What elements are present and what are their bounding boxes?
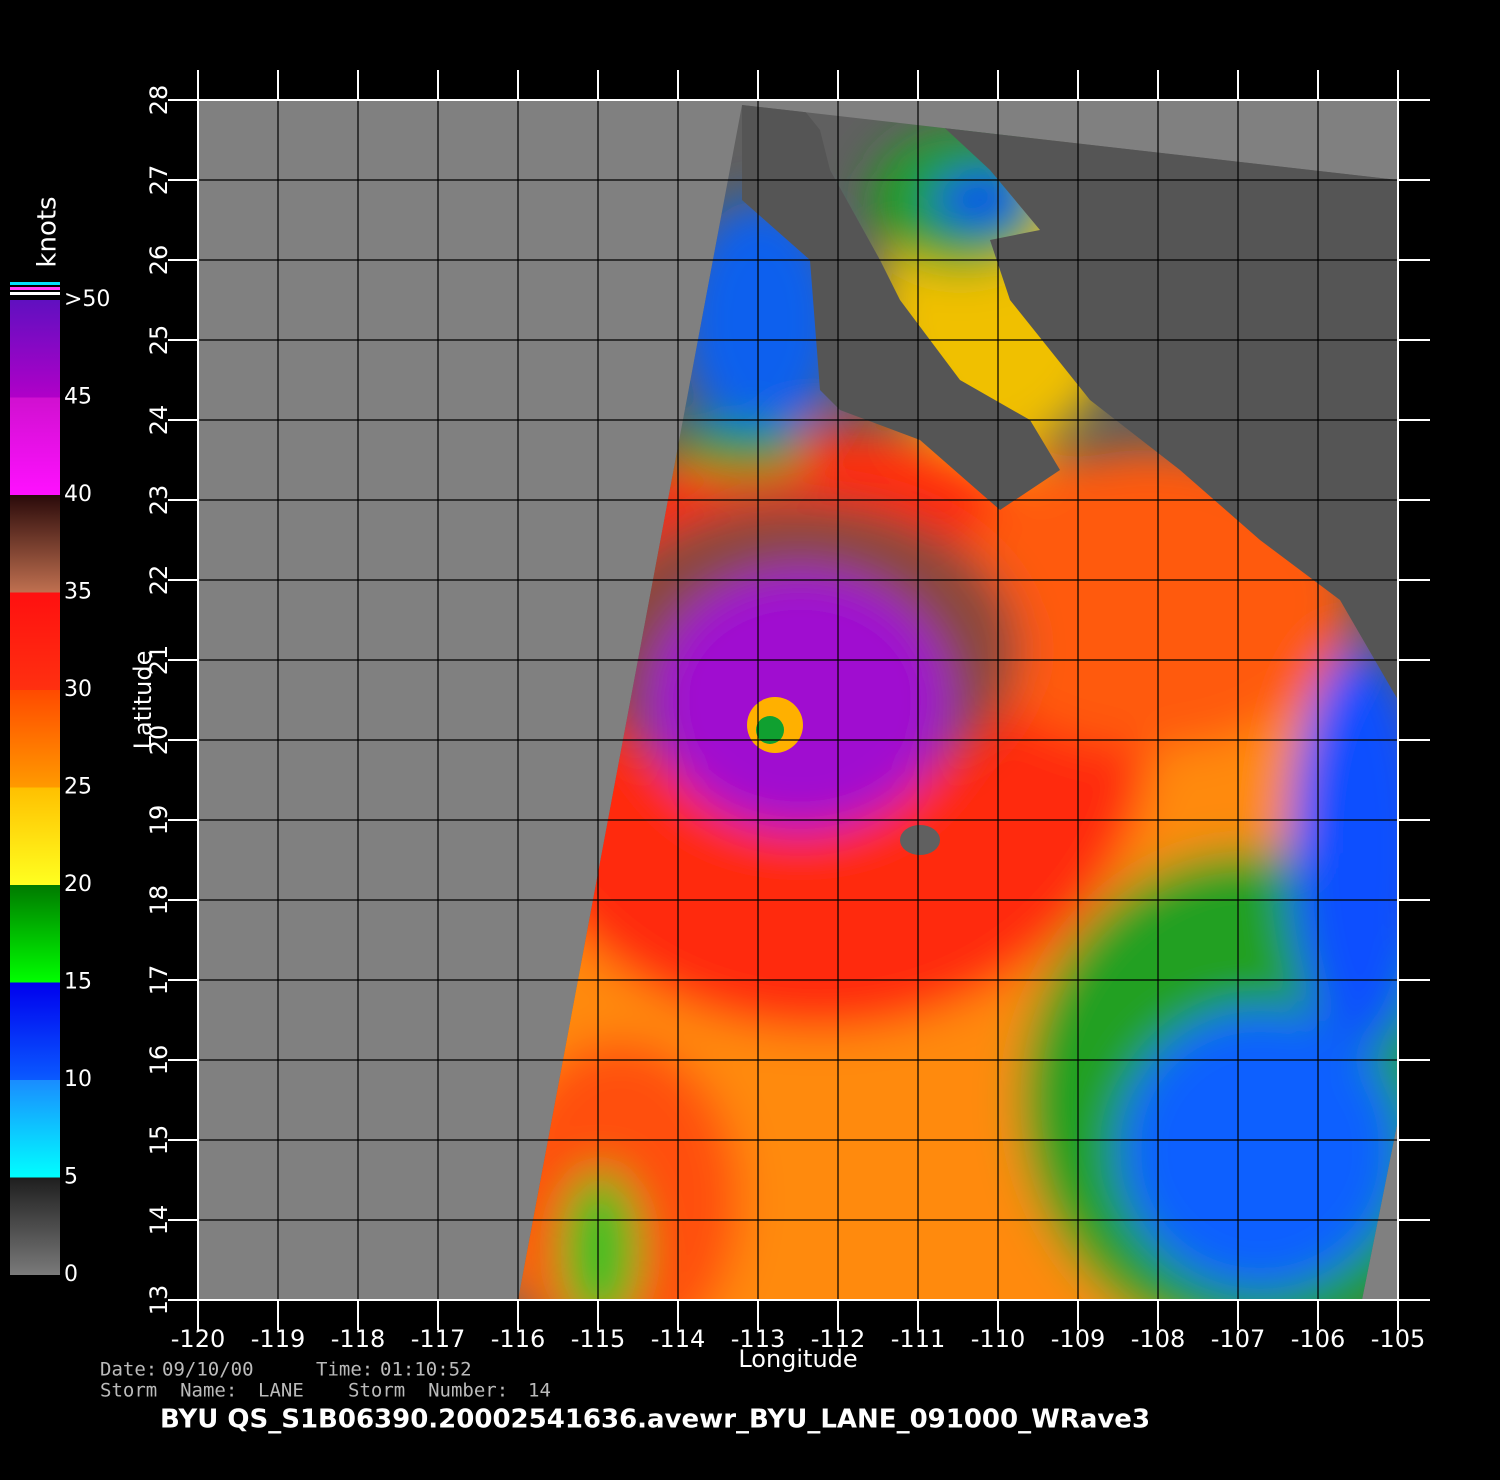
y-axis-label: Latitude xyxy=(129,651,157,750)
y-tick-label: 25 xyxy=(145,325,173,356)
storm-number-label: Storm Number: xyxy=(348,1380,508,1402)
x-tick-label: -113 xyxy=(731,1325,785,1353)
y-tick-label: 13 xyxy=(145,1285,173,1316)
x-tick-label: -108 xyxy=(1131,1325,1185,1353)
plot-frame xyxy=(197,99,1399,1301)
colorbar-segment xyxy=(10,592,60,690)
time-label: Time: xyxy=(316,1359,373,1381)
colorbar-tick-label: 0 xyxy=(64,1262,78,1287)
colorbar-tick-label: 20 xyxy=(64,872,92,897)
y-tick-label: 20 xyxy=(145,725,173,756)
y-tick-label: 26 xyxy=(145,245,173,276)
x-tick-label: -114 xyxy=(651,1325,705,1353)
colorbar-tick-label: 45 xyxy=(64,385,92,410)
colorbar-segment xyxy=(10,1080,60,1178)
colorbar-title: knots xyxy=(33,196,63,267)
x-tick-label: -107 xyxy=(1211,1325,1265,1353)
colorbar-segment xyxy=(10,982,60,1080)
colorbar-tick-label: 30 xyxy=(64,677,92,702)
storm-number: 14 xyxy=(528,1380,551,1402)
colorbar-tick-label: 35 xyxy=(64,580,92,605)
date: 09/10/00 xyxy=(162,1359,254,1381)
colorbar-segment xyxy=(10,397,60,495)
x-tick-label: -119 xyxy=(251,1325,305,1353)
x-tick-label: -117 xyxy=(411,1325,465,1353)
colorbar-segment xyxy=(10,300,60,398)
colorbar-tick-label: 15 xyxy=(64,970,92,995)
x-tick-label: -120 xyxy=(171,1325,225,1353)
axes: -120 -119 -118 -117 -116 -115 -114 -113 -112 -111… xyxy=(145,70,1430,1353)
x-tick-label: -105 xyxy=(1371,1325,1425,1353)
time: 01:10:52 xyxy=(380,1359,472,1381)
x-tick-label: -109 xyxy=(1051,1325,1105,1353)
colorbar-cap xyxy=(10,287,60,290)
colorbar-segment xyxy=(10,787,60,885)
product-title: BYU QS_S1B06390.20002541636.avewr_BYU_LA… xyxy=(160,1405,1150,1435)
x-tick-label: -112 xyxy=(811,1325,865,1353)
y-tick-label: 18 xyxy=(145,885,173,916)
colorbar-cap xyxy=(10,282,60,285)
colorbar-tick-label: 5 xyxy=(64,1165,78,1190)
colorbar-segment xyxy=(10,885,60,983)
colorbar-segment xyxy=(10,690,60,788)
colorbar-tick-label: >50 xyxy=(64,287,110,312)
colorbar-segment xyxy=(10,495,60,593)
x-tick-label: -118 xyxy=(331,1325,385,1353)
y-tick-label: 28 xyxy=(145,85,173,116)
y-tick-label: 24 xyxy=(145,405,173,436)
x-tick-label: -116 xyxy=(491,1325,545,1353)
x-tick-label: -115 xyxy=(571,1325,625,1353)
y-tick-label: 27 xyxy=(145,165,173,196)
colorbar-tick-label: 25 xyxy=(64,775,92,800)
storm-name: LANE xyxy=(258,1380,304,1402)
colorbar-tick-label: 10 xyxy=(64,1067,92,1092)
x-tick-label: -111 xyxy=(891,1325,945,1353)
y-tick-label: 15 xyxy=(145,1125,173,1156)
x-tick-label: -106 xyxy=(1291,1325,1345,1353)
colorbar-tick-label: 40 xyxy=(64,482,92,507)
y-tick-label: 16 xyxy=(145,1045,173,1076)
y-tick-label: 23 xyxy=(145,485,173,516)
date-label: Date: xyxy=(100,1359,157,1381)
x-tick-label: -110 xyxy=(971,1325,1025,1353)
colorbar-cap xyxy=(10,292,60,295)
storm-name-label: Storm Name: xyxy=(100,1380,237,1402)
y-tick-label: 21 xyxy=(145,645,173,676)
y-tick-label: 14 xyxy=(145,1205,173,1236)
x-axis-label: Longitude xyxy=(738,1345,857,1373)
y-tick-label: 19 xyxy=(145,805,173,836)
y-tick-label: 17 xyxy=(145,965,173,996)
y-tick-label: 22 xyxy=(145,565,173,596)
colorbar-segment xyxy=(10,1177,60,1275)
